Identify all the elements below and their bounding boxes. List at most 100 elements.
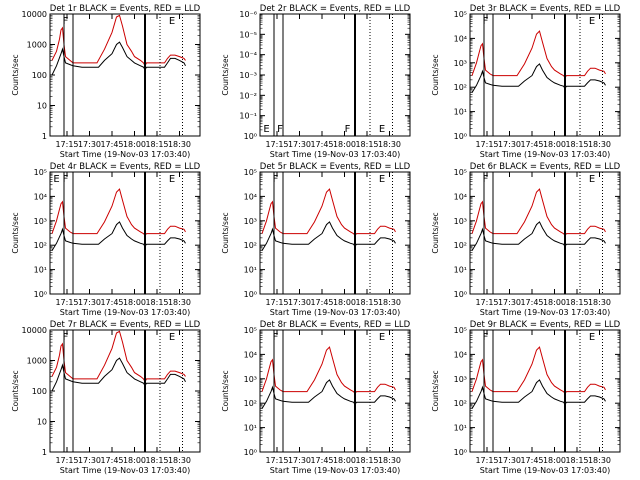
y-tick-label: 10²: [34, 241, 47, 250]
x-tick-label: 18:30: [378, 140, 401, 149]
x-axis-label: Start Time (19-Nov-03 17:03:40): [270, 466, 400, 475]
series-line-events: [51, 221, 186, 251]
x-axis-label: Start Time (19-Nov-03 17:03:40): [480, 150, 610, 159]
y-tick-label: 10: [37, 102, 47, 111]
plot-frame: [469, 13, 621, 137]
x-tick-label: 18:30: [588, 140, 611, 149]
y-tick-label: 10³: [34, 217, 47, 226]
series-line-events: [471, 379, 606, 409]
x-tick-label: 17:15: [55, 456, 78, 465]
marker-label: E: [589, 332, 595, 343]
panel-title: Det 8r BLACK = Events, RED = LLD: [260, 320, 411, 330]
panel-title: Det 1r BLACK = Events, RED = LLD: [50, 4, 201, 14]
y-tick-label: 1000: [27, 41, 47, 50]
marker-label: F: [483, 174, 489, 185]
y-tick-label: 1: [42, 448, 47, 457]
y-tick-label: 10⁵: [454, 10, 467, 19]
panel-7: Det 7r BLACK = Events, RED = LLD 1 10 100 10…: [11, 320, 201, 475]
series-line-events: [51, 41, 186, 76]
y-tick-label: 10⁻⁴: [239, 51, 257, 60]
y-tick-label: 10³: [454, 217, 467, 226]
x-tick-label: 17:30: [78, 298, 101, 307]
y-tick-label: 10⁻⁶: [239, 10, 257, 19]
x-tick-label: 18:00: [543, 298, 566, 307]
x-tick-label: 17:15: [475, 298, 498, 307]
series-line-events: [261, 379, 396, 409]
panel-title: Det 9r BLACK = Events, RED = LLD: [470, 320, 621, 330]
y-tick-label: 10⁻³: [239, 71, 257, 80]
x-tick-label: 17:30: [288, 140, 311, 149]
y-axis-label: Counts/sec: [221, 54, 230, 95]
x-tick-label: 18:00: [123, 456, 146, 465]
y-tick-label: 10³: [454, 59, 467, 68]
panel-title: Det 6r BLACK = Events, RED = LLD: [470, 162, 621, 172]
y-tick-label: 10⁴: [244, 192, 257, 201]
x-tick-label: 17:15: [265, 140, 288, 149]
y-tick-label: 10⁰: [454, 448, 467, 457]
marker-label: F: [63, 174, 69, 185]
y-tick-label: 10¹: [244, 424, 257, 433]
panel-6: Det 6r BLACK = Events, RED = LLD 10⁰ 10¹ 10…: [431, 162, 621, 317]
series-line-events: [471, 63, 606, 93]
marker-label: E: [379, 124, 385, 135]
marker-label: E: [169, 16, 175, 27]
x-axis-label: Start Time (19-Nov-03 17:03:40): [480, 308, 610, 317]
panel-2: Det 2r BLACK = Events, RED = LLD 10⁰ 10⁻¹ 1…: [221, 4, 411, 159]
series-line-lld: [471, 346, 606, 395]
series-line-events: [471, 221, 606, 251]
y-tick-label: 10⁴: [454, 192, 467, 201]
y-axis-label: Counts/sec: [431, 370, 440, 411]
marker-label: F: [483, 16, 489, 27]
panel-title: Det 7r BLACK = Events, RED = LLD: [50, 320, 201, 330]
panel-title: Det 5r BLACK = Events, RED = LLD: [260, 162, 411, 172]
marker-label: E: [589, 174, 595, 185]
marker-label: E: [379, 332, 385, 343]
x-axis-label: Start Time (19-Nov-03 17:03:40): [480, 466, 610, 475]
x-tick-label: 18:15: [145, 456, 168, 465]
x-tick-label: 17:45: [310, 298, 333, 307]
y-tick-label: 10⁴: [454, 34, 467, 43]
marker-label: F: [63, 16, 69, 27]
y-tick-label: 10⁰: [244, 448, 257, 457]
y-tick-label: 10⁴: [454, 350, 467, 359]
y-tick-label: 10¹: [454, 266, 467, 275]
marker-label: F: [345, 124, 351, 135]
y-tick-label: 10⁻²: [239, 91, 257, 100]
x-tick-label: 18:30: [378, 298, 401, 307]
x-tick-label: 18:15: [565, 456, 588, 465]
x-tick-label: 18:30: [588, 298, 611, 307]
panel-4: Det 4r BLACK = Events, RED = LLD 10⁰ 10¹ 10…: [11, 162, 201, 317]
x-tick-label: 17:45: [520, 140, 543, 149]
marker-label: E: [379, 174, 385, 185]
marker-label: E: [263, 124, 269, 135]
y-tick-label: 10⁵: [244, 326, 257, 335]
panel-1: Det 1r BLACK = Events, RED = LLD 1 10 100 10…: [11, 4, 201, 159]
y-tick-label: 10¹: [454, 424, 467, 433]
x-tick-label: 18:15: [565, 298, 588, 307]
y-axis-label: Counts/sec: [431, 212, 440, 253]
x-axis-label: Start Time (19-Nov-03 17:03:40): [60, 466, 190, 475]
x-tick-label: 18:00: [543, 456, 566, 465]
x-tick-label: 17:45: [100, 456, 123, 465]
series-line-events: [261, 221, 396, 251]
y-tick-label: 1: [42, 132, 47, 141]
y-tick-label: 10000: [22, 10, 47, 19]
x-tick-label: 17:45: [520, 298, 543, 307]
x-tick-label: 18:00: [543, 140, 566, 149]
y-axis-label: Counts/sec: [431, 54, 440, 95]
y-axis-label: Counts/sec: [221, 212, 230, 253]
x-tick-label: 17:15: [55, 298, 78, 307]
y-tick-label: 10⁵: [244, 168, 257, 177]
marker-label: E: [589, 16, 595, 27]
y-tick-label: 10⁻¹: [239, 112, 257, 121]
marker-label: F: [273, 174, 279, 185]
x-tick-label: 18:00: [123, 140, 146, 149]
x-tick-label: 17:30: [288, 456, 311, 465]
y-tick-label: 10⁰: [454, 132, 467, 141]
plot-frame: [49, 171, 201, 295]
y-tick-label: 10: [37, 418, 47, 427]
x-tick-label: 17:30: [78, 456, 101, 465]
y-axis-label: Counts/sec: [11, 212, 20, 253]
x-tick-label: 18:15: [355, 456, 378, 465]
x-tick-label: 18:30: [168, 456, 191, 465]
